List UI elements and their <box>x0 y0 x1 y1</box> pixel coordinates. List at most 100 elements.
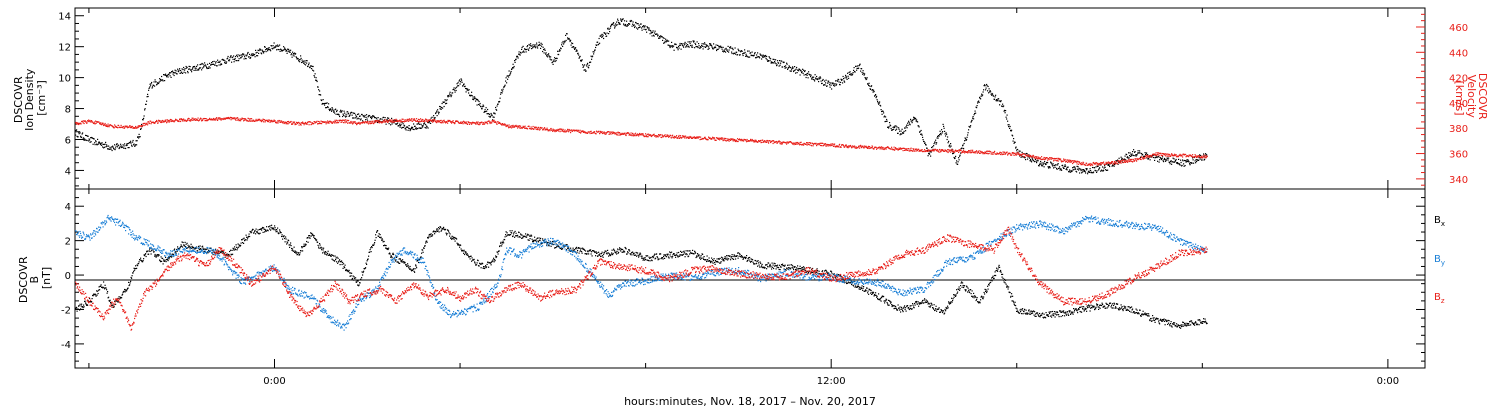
ion-density-point <box>1039 162 1041 164</box>
velocity-point <box>323 121 325 123</box>
ion-density-point <box>782 66 784 68</box>
ion-density-point <box>393 122 395 124</box>
velocity-point <box>83 120 85 122</box>
velocity-point <box>968 150 970 152</box>
velocity-point <box>645 133 647 135</box>
ion-density-point <box>985 89 987 91</box>
ion-density-point <box>1136 154 1138 156</box>
velocity-point <box>464 122 466 125</box>
ion-density-point <box>1082 171 1084 173</box>
velocity-point <box>947 149 949 151</box>
velocity-point <box>1168 153 1170 155</box>
velocity-point <box>603 131 605 133</box>
ion-density-point <box>283 46 285 48</box>
ion-density-point <box>1168 157 1170 159</box>
ion-density-point <box>1054 166 1056 168</box>
velocity-point <box>1002 153 1004 155</box>
ion-density-point <box>1051 162 1053 164</box>
velocity-point <box>177 120 179 122</box>
velocity-point <box>1125 161 1127 163</box>
ion-density-point <box>508 70 510 72</box>
ion-density-point <box>707 45 709 47</box>
velocity-point <box>122 127 124 129</box>
ion-density-point <box>602 36 604 38</box>
velocity-point <box>1183 153 1185 155</box>
ion-density-point <box>1053 167 1055 169</box>
velocity-point <box>295 123 297 125</box>
velocity-point <box>183 120 185 122</box>
ion-density-point <box>773 62 775 64</box>
velocity-point <box>855 147 857 149</box>
velocity-point <box>841 144 843 146</box>
velocity-point <box>1142 157 1144 159</box>
ion-density-point <box>692 40 694 42</box>
velocity-point <box>1106 163 1108 165</box>
ion-density-point <box>533 46 535 48</box>
velocity-point <box>446 120 448 123</box>
velocity-point <box>793 142 795 144</box>
velocity-point <box>1134 160 1136 162</box>
bx-point <box>146 251 148 253</box>
velocity-point <box>286 123 288 125</box>
velocity-point <box>551 129 553 131</box>
ion-density-point <box>730 47 732 49</box>
ion-density-point <box>926 147 928 149</box>
velocity-point <box>768 142 770 144</box>
velocity-point <box>318 120 320 123</box>
ion-density-point <box>831 82 833 84</box>
ion-density-point <box>825 82 827 84</box>
velocity-point <box>1038 156 1040 158</box>
ion-density-point <box>318 89 320 91</box>
velocity-point <box>512 126 514 128</box>
ion-density-point <box>675 43 677 46</box>
ion-density-point <box>201 69 203 71</box>
ion-density-point <box>444 99 446 101</box>
velocity-point <box>879 148 881 150</box>
velocity-point <box>539 128 541 130</box>
bx-point <box>214 252 216 254</box>
ion-density-point <box>199 67 201 69</box>
ion-density-point <box>682 45 684 47</box>
velocity-point <box>1108 161 1110 163</box>
ion-density-point <box>193 69 195 71</box>
velocity-point <box>886 146 888 149</box>
ion-density-point <box>200 67 202 69</box>
ion-density-point <box>212 61 214 63</box>
velocity-point <box>498 122 500 124</box>
velocity-point <box>161 121 163 123</box>
velocity-point <box>1174 155 1176 157</box>
ion-density-point <box>1006 114 1008 116</box>
velocity-point <box>985 152 987 155</box>
ion-density-point <box>229 59 231 61</box>
velocity-point <box>499 121 501 124</box>
velocity-point <box>495 121 497 123</box>
ion-density-point <box>398 125 400 127</box>
velocity-point <box>518 126 520 128</box>
velocity-point <box>1109 162 1111 164</box>
velocity-point <box>795 143 797 145</box>
velocity-point <box>1014 152 1016 154</box>
velocity-point <box>334 119 336 121</box>
ion-density-point <box>820 80 822 82</box>
velocity-point <box>740 140 742 142</box>
ion-density-point <box>594 49 596 51</box>
velocity-point <box>582 131 584 133</box>
ion-density-point <box>978 100 980 102</box>
ion-density-point <box>358 118 360 120</box>
velocity-point <box>568 131 570 133</box>
ion-density-point <box>925 144 927 146</box>
velocity-point <box>945 149 947 152</box>
velocity-point <box>742 139 744 141</box>
ion-density-point <box>326 107 328 109</box>
velocity-point <box>1113 163 1115 165</box>
velocity-point <box>76 123 78 125</box>
ion-density-point <box>1102 170 1104 172</box>
bx-point <box>191 247 193 249</box>
ion-density-point <box>964 140 966 142</box>
velocity-point <box>1060 158 1062 160</box>
ion-density-point <box>236 54 238 56</box>
velocity-point <box>650 134 652 136</box>
velocity-point <box>219 117 221 119</box>
ion-density-point <box>456 83 458 85</box>
lower-left-tick-label: 0 <box>65 271 71 282</box>
